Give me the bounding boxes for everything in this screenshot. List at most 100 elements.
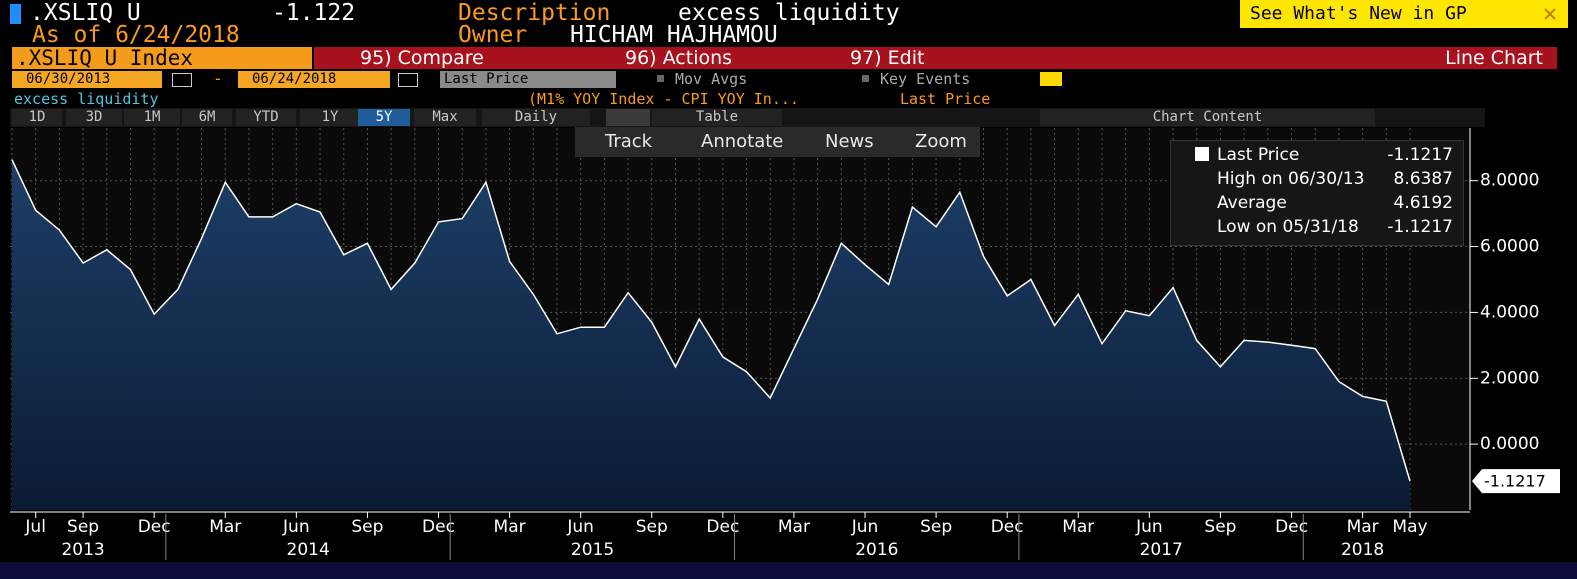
field-text: Last Price	[444, 71, 529, 87]
tool-button[interactable]: Annotate	[701, 131, 784, 152]
legend-value: 8.6387	[1393, 169, 1453, 189]
year-label: 2017	[1140, 540, 1183, 560]
range-button[interactable]: Max	[414, 109, 476, 126]
last: -1.122	[272, 0, 356, 26]
range-button[interactable]: 6M	[182, 109, 232, 126]
actions[interactable]: 96) Actions	[625, 47, 733, 69]
frequency[interactable]: Daily	[482, 109, 590, 126]
end-text: 06/24/2018	[252, 71, 337, 87]
range-button[interactable]: 1M	[124, 109, 180, 126]
chart-icon[interactable]	[606, 109, 650, 126]
series-name: excess liquidity	[14, 90, 159, 108]
calendar-icon[interactable]	[172, 73, 192, 87]
year-label: 2014	[287, 540, 330, 560]
range-button[interactable]: 1Y	[300, 109, 360, 126]
x-tick-label: Jun	[1135, 517, 1163, 537]
x-tick-label: Sep	[1204, 517, 1236, 537]
x-tick-label: Jun	[282, 517, 310, 537]
edit[interactable]: 97) Edit	[850, 47, 925, 69]
area	[12, 159, 1410, 510]
y-tick-label: 0.0000	[1480, 434, 1539, 454]
x-tick-label: Dec	[138, 517, 171, 537]
x-tick-label: Sep	[636, 517, 668, 537]
owner: HICHAM HAJHAMOU	[570, 22, 778, 48]
legend-label: Average	[1217, 193, 1287, 213]
status-bar	[0, 562, 1577, 579]
tool-button[interactable]: Track	[605, 131, 653, 152]
range-button[interactable]: 5Y	[358, 109, 410, 126]
calendar-icon[interactable]	[398, 73, 418, 87]
legend-swatch	[1195, 147, 1209, 161]
legend-label: High on 06/30/13	[1217, 169, 1365, 189]
x-tick-label: Dec	[1275, 517, 1308, 537]
x-tick-label: Mar	[1062, 517, 1094, 537]
x-tick-label: Mar	[778, 517, 810, 537]
y-tick-label: 6.0000	[1480, 237, 1539, 257]
checkbox[interactable]	[862, 75, 869, 82]
whats-new[interactable]: See What's New in GP	[1240, 0, 1568, 28]
key-events[interactable]: Key Events	[880, 70, 971, 88]
line	[11, 159, 1411, 482]
dash: -	[213, 69, 223, 88]
checkbox[interactable]	[657, 75, 664, 82]
start-date[interactable]: 06/30/2013	[12, 71, 162, 88]
close-icon[interactable]	[1544, 8, 1556, 20]
info-icon[interactable]	[1040, 72, 1062, 86]
field-select[interactable]: Last Price	[440, 71, 616, 88]
x-tick-label: Sep	[67, 517, 99, 537]
year-label: 2018	[1341, 540, 1384, 560]
x-tick-label: Jun	[566, 517, 594, 537]
owner-label: Owner	[458, 22, 528, 48]
ticker: .XSLIQ U	[30, 0, 141, 26]
description: excess liquidity	[678, 0, 900, 26]
description-label: Description	[458, 0, 611, 26]
legend-label: Last Price	[1217, 145, 1300, 165]
series-formula: (M1% YOY Index - CPI YOY In...	[528, 90, 799, 108]
as-of: As of 6/24/2018	[32, 22, 240, 48]
year-label: 2016	[855, 540, 898, 560]
table[interactable]: Table	[652, 109, 782, 126]
security: .XSLIQ U Index	[16, 46, 194, 70]
x-tick-label: May	[1392, 517, 1427, 537]
menu-bar: 95) Compare 96) Actions 97) Edit Line Ch…	[314, 47, 1557, 69]
x-tick-label: Mar	[494, 517, 526, 537]
range-button[interactable]: 3D	[66, 109, 122, 126]
y-tick-label: 8.0000	[1480, 171, 1539, 191]
year-label: 2013	[61, 540, 104, 560]
tool-button[interactable]: Zoom	[915, 131, 967, 152]
x-tick-label: Dec	[991, 517, 1024, 537]
legend-value: -1.1217	[1387, 145, 1453, 165]
chart-content[interactable]: Chart Content	[1040, 109, 1375, 126]
year-label: 2015	[571, 540, 614, 560]
view: Line Chart	[1445, 47, 1543, 69]
mov-avgs[interactable]: Mov Avgs	[675, 70, 748, 88]
x-tick-label: Dec	[422, 517, 455, 537]
toolbar: Track Annotate News Zoom	[575, 127, 980, 157]
end-date[interactable]: 06/24/2018	[238, 71, 390, 88]
whats-new-text: See What's New in GP	[1250, 3, 1467, 24]
x-tick-label: Sep	[351, 517, 383, 537]
last-tag-label: -1.1217	[1484, 472, 1546, 491]
legend-label: Low on 05/31/18	[1217, 217, 1359, 237]
x-tick-label: Jul	[24, 517, 46, 537]
range-button[interactable]: YTD	[236, 109, 296, 126]
x-tick-label: Dec	[706, 517, 739, 537]
series-field: Last Price	[900, 90, 991, 108]
legend: Last Price -1.1217 High on 06/30/13 8.6387 A…	[1170, 140, 1464, 246]
x-tick-label: Sep	[920, 517, 952, 537]
x-tick-label: Jun	[851, 517, 879, 537]
tool-button[interactable]: News	[825, 131, 874, 152]
x-tick-label: Mar	[209, 517, 241, 537]
security-box[interactable]: .XSLIQ U Index	[12, 46, 312, 70]
start-text: 06/30/2013	[26, 71, 111, 87]
y-tick-label: 2.0000	[1480, 368, 1539, 388]
compare[interactable]: 95) Compare	[360, 47, 484, 69]
last-tag	[1472, 469, 1560, 494]
x-tick-label: Mar	[1347, 517, 1379, 537]
legend-value: 4.6192	[1393, 193, 1453, 213]
color-chip	[10, 4, 21, 24]
legend-value: -1.1217	[1387, 217, 1453, 237]
range-button[interactable]: 1D	[12, 109, 62, 126]
